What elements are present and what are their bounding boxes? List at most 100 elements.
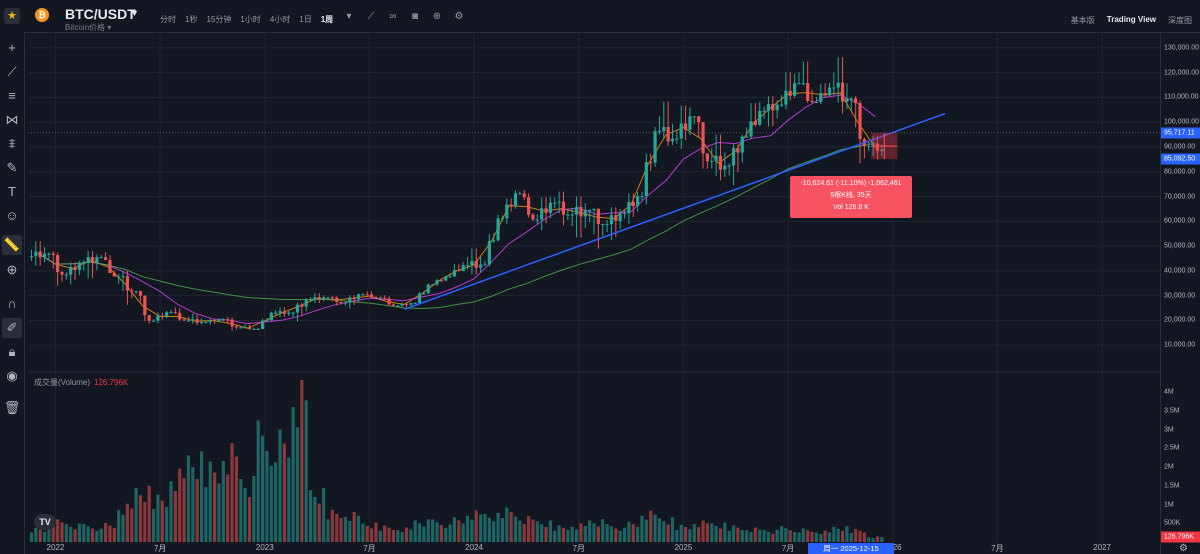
candle-body-18-3 xyxy=(356,294,361,300)
volume-bar-29-1 xyxy=(540,524,544,542)
volume-bar-43-0 xyxy=(779,526,784,542)
volume-bar-32-3 xyxy=(601,519,605,542)
volume-bar-12-3 xyxy=(252,476,256,542)
pattern-icon[interactable]: ⋈ xyxy=(5,112,19,127)
candle-body-25-2 xyxy=(474,261,478,268)
candle-body-14-2 xyxy=(282,311,286,314)
candle-body-12-2 xyxy=(247,327,252,330)
candle-body-43-0 xyxy=(779,104,784,106)
volume-bar-16-1 xyxy=(313,497,317,542)
price-axis[interactable] xyxy=(1160,32,1200,554)
candle-body-6-1 xyxy=(138,291,143,296)
interval-4[interactable]: 4小时 xyxy=(269,15,291,24)
interval-1[interactable]: 1秒 xyxy=(185,15,198,24)
compare-icon[interactable]: ∞ xyxy=(389,11,397,22)
zoom-in-icon[interactable]: ⊕ xyxy=(6,262,18,277)
candle-body-21-2 xyxy=(404,303,409,305)
view-2[interactable]: 深度图 xyxy=(1168,16,1192,25)
candle-body-21-1 xyxy=(400,303,404,306)
volume-bar-16-0 xyxy=(308,490,313,542)
volume-bar-20-0 xyxy=(378,530,382,542)
volume-bar-26-2 xyxy=(492,521,496,542)
view-1[interactable]: Trading View xyxy=(1106,15,1156,24)
volume-bar-30-1 xyxy=(557,525,561,542)
candle-body-11-1 xyxy=(226,319,230,321)
symbol-subtitle: Bitcoin价格 ▾ xyxy=(65,23,112,32)
volume-bar-3-2 xyxy=(90,528,95,542)
ruler-icon[interactable]: 📏 xyxy=(2,235,22,255)
screenshot-icon[interactable]: ◙ xyxy=(411,11,419,22)
candle-body-46-2 xyxy=(840,82,845,102)
volume-bar-1-2 xyxy=(56,519,60,542)
volume-bar-30-0 xyxy=(553,530,557,542)
volume-bar-29-2 xyxy=(544,527,548,542)
favorite-star-icon[interactable]: ★ xyxy=(4,8,20,24)
emoji-icon[interactable]: ☺ xyxy=(5,208,19,223)
candle-body-32-3 xyxy=(601,224,605,226)
volume-bar-12-1 xyxy=(243,488,247,542)
volume-bar-1-3 xyxy=(60,522,64,542)
candle-body-15-1 xyxy=(295,304,300,313)
horizontal-lines-icon[interactable]: ≡ xyxy=(8,88,16,103)
symbol-dropdown-icon[interactable]: ▼ xyxy=(130,8,139,18)
eye-icon[interactable]: ◉ xyxy=(6,368,18,383)
indicators-icon[interactable]: ⟋ xyxy=(367,11,375,22)
candle-body-7-1 xyxy=(156,315,160,321)
candle-body-34-0 xyxy=(622,213,627,215)
keep-drawing-icon[interactable]: ✐ xyxy=(2,318,22,338)
interval-selector: 分时 1秒 15分钟 1小时 4小时 1日 1周 xyxy=(160,14,342,25)
settings-icon[interactable]: ⚙ xyxy=(454,11,464,22)
candle-body-8-3 xyxy=(182,319,186,321)
volume-bar-10-2 xyxy=(213,472,217,542)
text-tool-icon[interactable]: T xyxy=(8,184,16,199)
candle-body-28-1 xyxy=(522,193,526,198)
volume-bar-29-3 xyxy=(548,520,553,542)
volume-bar-22-1 xyxy=(417,523,422,542)
candle-body-12-0 xyxy=(239,327,243,329)
volume-bar-27-3 xyxy=(513,516,518,542)
candle-body-4-0 xyxy=(99,257,103,259)
interval-0[interactable]: 分时 xyxy=(160,15,176,24)
trash-icon[interactable]: 🗑︎ xyxy=(3,400,21,415)
interval-2[interactable]: 15分钟 xyxy=(206,15,232,24)
candle-body-5-1 xyxy=(121,276,125,278)
time-tick-6: 2025 xyxy=(674,543,693,552)
volume-bar-31-1 xyxy=(574,529,579,542)
candle-body-13-3 xyxy=(269,312,273,321)
candle-body-34-2 xyxy=(631,201,635,207)
axis-settings-icon[interactable]: ⚙ xyxy=(1179,543,1188,554)
fib-retracement-icon[interactable]: ⩨ xyxy=(8,136,16,151)
candle-body-27-2 xyxy=(509,204,513,207)
volume-bar-46-2 xyxy=(840,530,845,542)
volume-bar-15-0 xyxy=(291,407,295,542)
view-0[interactable]: 基本版 xyxy=(1070,16,1095,25)
crosshair-icon[interactable]: + xyxy=(8,40,16,55)
candle-body-30-3 xyxy=(566,214,570,216)
volume-bar-11-3 xyxy=(234,456,239,542)
candle-body-33-3 xyxy=(618,213,622,221)
candle-body-20-2 xyxy=(387,298,391,305)
more-intervals-icon[interactable]: ▾ xyxy=(346,11,352,22)
volume-bar-24-0 xyxy=(448,524,452,542)
symbol-title[interactable]: BTC/USDT xyxy=(65,6,136,22)
brush-icon[interactable]: ✎ xyxy=(6,160,18,175)
add-alert-icon[interactable]: ⊕ xyxy=(432,11,442,22)
volume-bar-26-1 xyxy=(487,517,491,542)
interval-5[interactable]: 1日 xyxy=(299,15,312,24)
candle-body-37-3 xyxy=(688,116,692,130)
trend-line-icon[interactable]: ⟋ xyxy=(7,64,17,79)
candle-body-34-3 xyxy=(636,196,640,207)
volume-tick-3: 2.5M xyxy=(1164,444,1180,452)
price-tick-7: 60,000.00 xyxy=(1164,217,1196,225)
magnet-icon[interactable]: ∩ xyxy=(7,296,17,311)
candle-body-2-2 xyxy=(73,266,77,270)
time-tick-3: 7月 xyxy=(363,544,376,553)
volume-bar-44-2 xyxy=(806,530,810,542)
volume-bar-21-1 xyxy=(400,532,404,542)
candle-body-39-3 xyxy=(723,165,727,170)
interval-6[interactable]: 1周 xyxy=(320,15,334,24)
lock-icon[interactable]: 🔒︎ xyxy=(8,344,16,359)
interval-3[interactable]: 1小时 xyxy=(240,15,261,24)
symbol-subtitle-text: Bitcoin价格 xyxy=(65,23,106,32)
